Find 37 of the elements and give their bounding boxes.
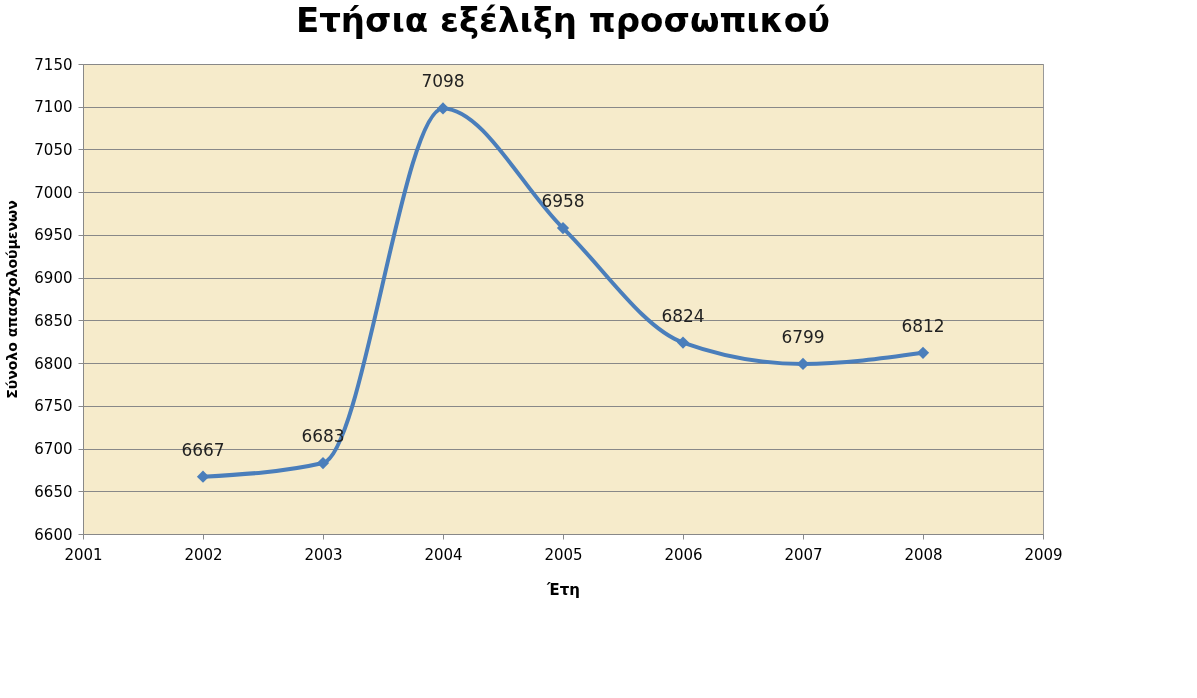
x-tick-label: 2006 (664, 545, 703, 564)
point (316, 456, 330, 470)
x-tick-label: 2009 (1024, 545, 1063, 564)
data-label: 6812 (901, 315, 945, 336)
x-tick-label: 2004 (424, 545, 463, 564)
y-tick-label: 6850 (34, 311, 73, 330)
point (556, 221, 570, 235)
point (796, 357, 810, 371)
y-tick-label: 7000 (34, 183, 73, 202)
point (916, 346, 930, 359)
y-tick-label: 6950 (34, 226, 73, 245)
data-label: 6799 (781, 326, 825, 347)
data-label: 6824 (661, 305, 705, 326)
data-label: 6958 (541, 191, 585, 212)
chart-title: Ετήσια εξέλιξη προσωπικού (295, 0, 831, 40)
x-tick-label: 2005 (544, 545, 583, 564)
y-tick-label: 7150 (34, 55, 73, 74)
point (196, 470, 210, 483)
x-tick-label: 2001 (64, 545, 103, 564)
y-axis-title: Σύνολο απασχολούμενων (4, 200, 21, 399)
x-tick-label: 2003 (304, 545, 343, 564)
point (676, 336, 690, 349)
x-axis-title: Έτη (546, 580, 580, 599)
y-tick-label: 7100 (34, 98, 73, 117)
data-label: 7098 (421, 71, 465, 92)
x-tick-label: 2007 (784, 545, 823, 564)
x-tick-label: 2008 (904, 545, 943, 564)
y-tick-label: 6700 (34, 440, 73, 459)
y-tick-label: 6650 (34, 482, 73, 501)
y-tick-label: 6600 (34, 525, 73, 544)
point (436, 102, 450, 115)
y-tick-label: 6900 (34, 269, 73, 288)
y-tick-label: 7050 (34, 140, 73, 159)
x-tick-label: 2002 (184, 545, 223, 564)
data-label: 6667 (181, 439, 225, 460)
y-tick-label: 6750 (34, 397, 73, 416)
y-tick-label: 6800 (34, 354, 73, 373)
